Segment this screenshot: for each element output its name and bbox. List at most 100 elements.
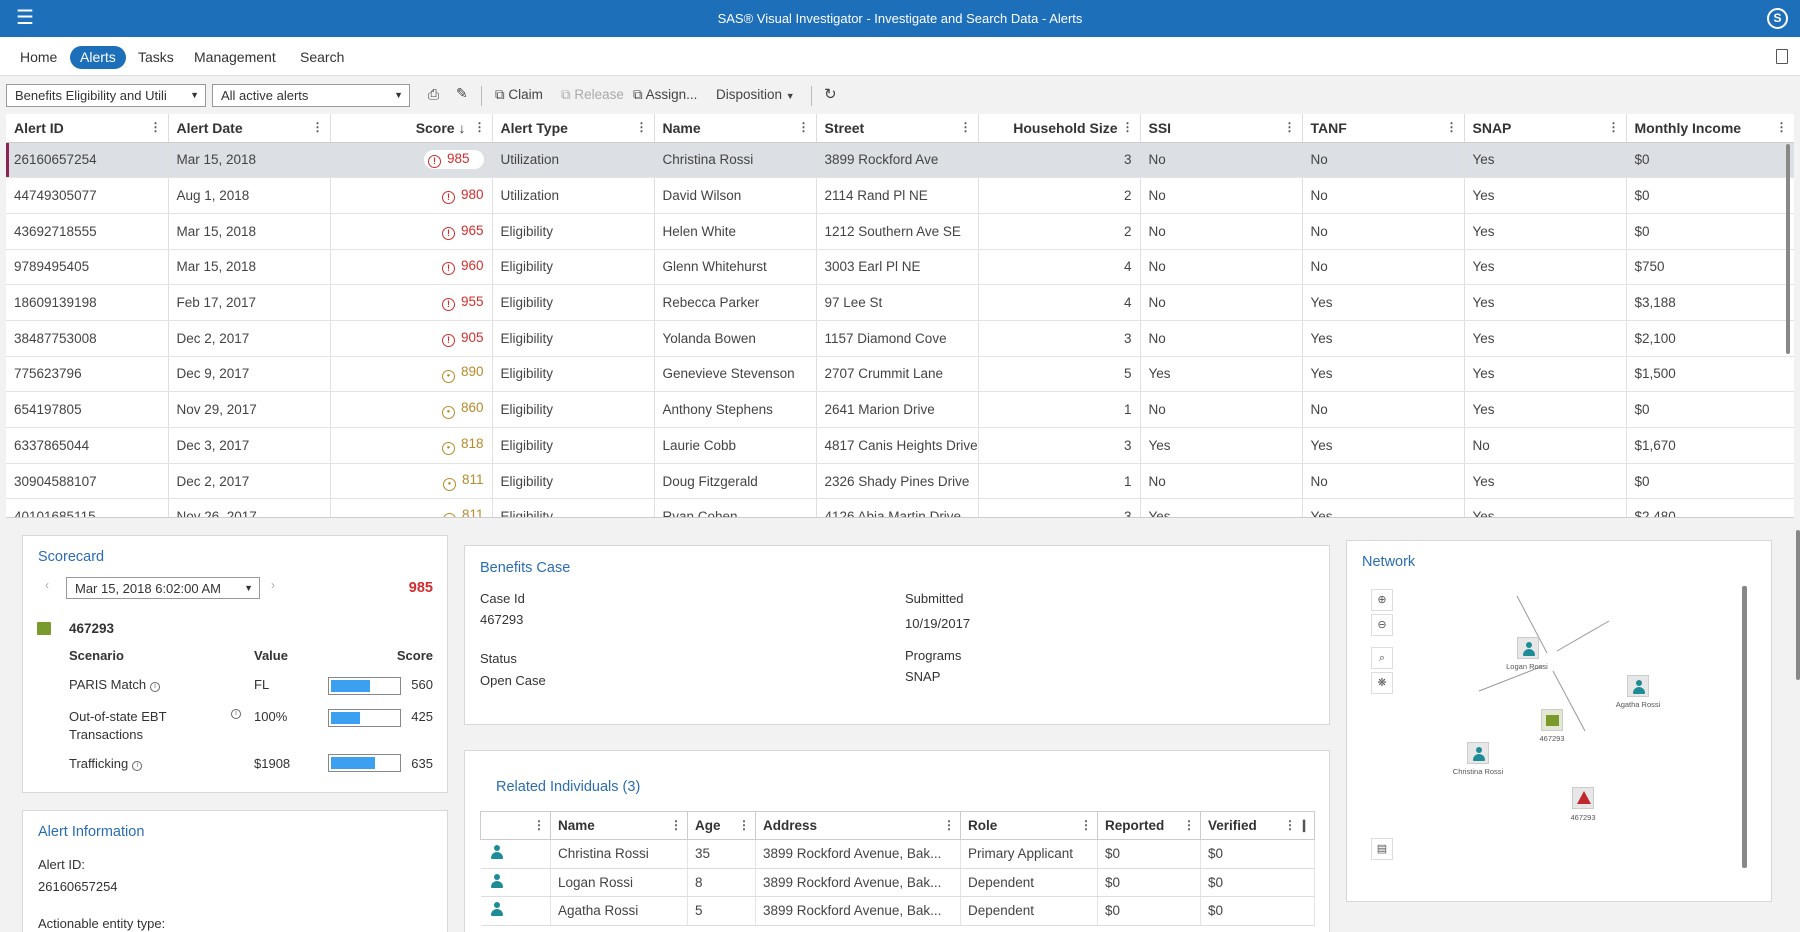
- table-row[interactable]: 38487753008 Dec 2, 2017 ! 905 Eligibility Yol…: [6, 320, 1794, 357]
- col-header-ssi[interactable]: SSI ⋮: [1140, 114, 1303, 143]
- col-header-monthly-income[interactable]: Monthly Income ⋮: [1626, 114, 1794, 143]
- col-header-address[interactable]: Address ⋮: [755, 811, 961, 840]
- filter-select[interactable]: All active alerts ▼: [212, 84, 410, 107]
- table-row[interactable]: 654197805 Nov 29, 2017 ● 860 Eligibility Anth…: [6, 391, 1794, 428]
- save-view-icon[interactable]: ⎙: [428, 86, 440, 102]
- col-header-alert-date[interactable]: Alert Date ⋮: [168, 114, 331, 143]
- table-row[interactable]: 18609139198 Feb 17, 2017 ! 955 Eligibility Re…: [6, 284, 1794, 321]
- release-button[interactable]: ⧉ Release: [561, 87, 624, 103]
- refresh-icon[interactable]: ↻: [824, 86, 837, 103]
- column-menu-icon[interactable]: ⋮: [533, 818, 545, 832]
- tanf-cell: Yes: [1302, 427, 1465, 464]
- nav-search[interactable]: Search: [300, 49, 345, 65]
- col-header-verified[interactable]: Verified ⋮ ❙: [1200, 811, 1315, 840]
- col-header-household-size[interactable]: Household Size ⋮: [978, 114, 1141, 143]
- table-row[interactable]: 44749305077 Aug 1, 2018 ! 980 Utilization Dav…: [6, 177, 1794, 214]
- person-icon: [1473, 747, 1485, 761]
- layout-icon[interactable]: ❋: [1371, 672, 1393, 694]
- column-menu-icon[interactable]: ⋮: [149, 120, 162, 134]
- column-menu-icon[interactable]: ⋮: [943, 818, 955, 832]
- alerts-scrollbar[interactable]: [1786, 144, 1790, 354]
- claim-button[interactable]: ⧉ Claim: [495, 87, 543, 103]
- table-row[interactable]: Logan Rossi 8 3899 Rockford Avenue, Bak...…: [480, 868, 1315, 897]
- network-node-logan[interactable]: [1517, 637, 1539, 659]
- monthly-income-cell: $0: [1626, 391, 1794, 428]
- col-header-name[interactable]: Name ⋮: [654, 114, 817, 143]
- col-header-role[interactable]: Role ⋮: [960, 811, 1098, 840]
- zoom-fit-icon[interactable]: ⌕: [1371, 647, 1393, 669]
- disposition-button[interactable]: Disposition ▼: [716, 87, 795, 102]
- zoom-in-icon[interactable]: ⊕: [1371, 589, 1393, 611]
- network-node-alert[interactable]: [1572, 787, 1594, 809]
- nav-alerts[interactable]: Alerts: [70, 46, 126, 69]
- column-menu-icon[interactable]: ⋮: [1080, 818, 1092, 832]
- user-avatar[interactable]: S: [1767, 8, 1788, 29]
- col-header-alert-id[interactable]: Alert ID ⋮: [6, 114, 169, 143]
- info-icon[interactable]: i: [150, 682, 161, 692]
- network-label-christina: Christina Rossi: [1452, 767, 1504, 776]
- col-header-street[interactable]: Street ⋮: [816, 114, 979, 143]
- table-row[interactable]: 30904588107 Dec 2, 2017 ● 811 Eligibility Dou…: [6, 463, 1794, 500]
- next-arrow-icon[interactable]: ›: [271, 578, 275, 592]
- alert-type-cell: Eligibility: [492, 320, 655, 357]
- col-header-alert-type[interactable]: Alert Type ⋮: [492, 114, 655, 143]
- column-menu-icon[interactable]: ⋮: [959, 120, 972, 134]
- table-row[interactable]: 6337865044 Dec 3, 2017 ● 818 Eligibility Laur…: [6, 427, 1794, 464]
- column-menu-icon[interactable]: ⋮: [1775, 120, 1788, 134]
- column-options-icon[interactable]: ❙: [1298, 818, 1309, 832]
- column-menu-icon[interactable]: ⋮: [1283, 120, 1296, 134]
- page-scrollbar[interactable]: [1796, 530, 1800, 680]
- edit-pencil-icon[interactable]: ✎: [456, 85, 468, 101]
- column-menu-icon[interactable]: ⋮: [635, 120, 648, 134]
- network-node-christina[interactable]: [1467, 742, 1489, 764]
- nav-tasks[interactable]: Tasks: [138, 49, 174, 65]
- col-header-snap[interactable]: SNAP ⋮: [1464, 114, 1627, 143]
- info-icon[interactable]: i: [132, 761, 143, 771]
- legend-icon[interactable]: ▤: [1371, 838, 1393, 860]
- queue-select[interactable]: Benefits Eligibility and Utili ▼: [6, 84, 206, 107]
- alerts-toolbar: Benefits Eligibility and Utili ▼ All act…: [0, 76, 1800, 114]
- column-menu-icon[interactable]: ⋮: [1607, 120, 1620, 134]
- alert-type-cell: Eligibility: [492, 249, 655, 286]
- column-menu-icon[interactable]: ⋮: [311, 120, 324, 134]
- previous-arrow-icon[interactable]: ‹: [45, 578, 49, 592]
- col-header-reported[interactable]: Reported ⋮: [1097, 811, 1201, 840]
- col-header-tanf[interactable]: TANF ⋮: [1302, 114, 1465, 143]
- network-scrollbar[interactable]: [1742, 586, 1747, 868]
- person-icon: [1523, 642, 1535, 656]
- hamburger-menu-icon[interactable]: ☰: [16, 7, 34, 29]
- column-menu-icon[interactable]: ⋮: [670, 818, 682, 832]
- street-cell: 3003 Earl Pl NE: [816, 249, 979, 286]
- nav-management[interactable]: Management: [194, 49, 276, 65]
- network-node-case[interactable]: [1541, 709, 1563, 731]
- sort-descending-icon[interactable]: ↓: [458, 119, 466, 136]
- column-menu-icon[interactable]: ⋮: [1121, 120, 1134, 134]
- zoom-out-icon[interactable]: ⊖: [1371, 614, 1393, 636]
- table-row[interactable]: 43692718555 Mar 15, 2018 ! 965 Eligibility He…: [6, 213, 1794, 250]
- network-label-logan: Logan Rossi: [1506, 662, 1548, 671]
- col-header-name[interactable]: Name ⋮: [550, 811, 688, 840]
- alert-medium-icon: ●: [441, 406, 455, 420]
- col-header-age[interactable]: Age ⋮: [687, 811, 756, 840]
- table-row[interactable]: 775623796 Dec 9, 2017 ● 890 Eligibility Genev…: [6, 356, 1794, 393]
- column-menu-icon[interactable]: ⋮: [1445, 120, 1458, 134]
- col-header-score[interactable]: Score ↓ ⋮: [330, 114, 493, 143]
- alert-date-cell: Dec 9, 2017: [168, 356, 331, 393]
- document-icon[interactable]: [1776, 49, 1788, 64]
- column-menu-icon[interactable]: ⋮: [1183, 818, 1195, 832]
- person-cell: [480, 839, 551, 869]
- column-menu-icon[interactable]: ⋮: [738, 818, 750, 832]
- table-row[interactable]: 26160657254 Mar 15, 2018 ! 985 Utilization Ch…: [6, 142, 1794, 179]
- column-menu-icon[interactable]: ⋮: [797, 120, 810, 134]
- assign-button[interactable]: ⧉ Assign...: [633, 87, 697, 103]
- scorecard-date-select[interactable]: Mar 15, 2018 6:02:00 AM ▼: [66, 577, 260, 599]
- info-icon[interactable]: i: [231, 709, 241, 719]
- column-menu-icon[interactable]: ⋮: [1284, 818, 1296, 832]
- table-row[interactable]: 9789495405 Mar 15, 2018 ! 960 Eligibility Gle…: [6, 249, 1794, 286]
- nav-home[interactable]: Home: [20, 49, 58, 65]
- column-menu-icon[interactable]: ⋮: [473, 120, 486, 134]
- table-row[interactable]: Agatha Rossi 5 3899 Rockford Avenue, Bak..…: [480, 896, 1315, 926]
- table-row[interactable]: Christina Rossi 35 3899 Rockford Avenue, B…: [480, 839, 1315, 869]
- network-node-agatha[interactable]: [1627, 675, 1649, 697]
